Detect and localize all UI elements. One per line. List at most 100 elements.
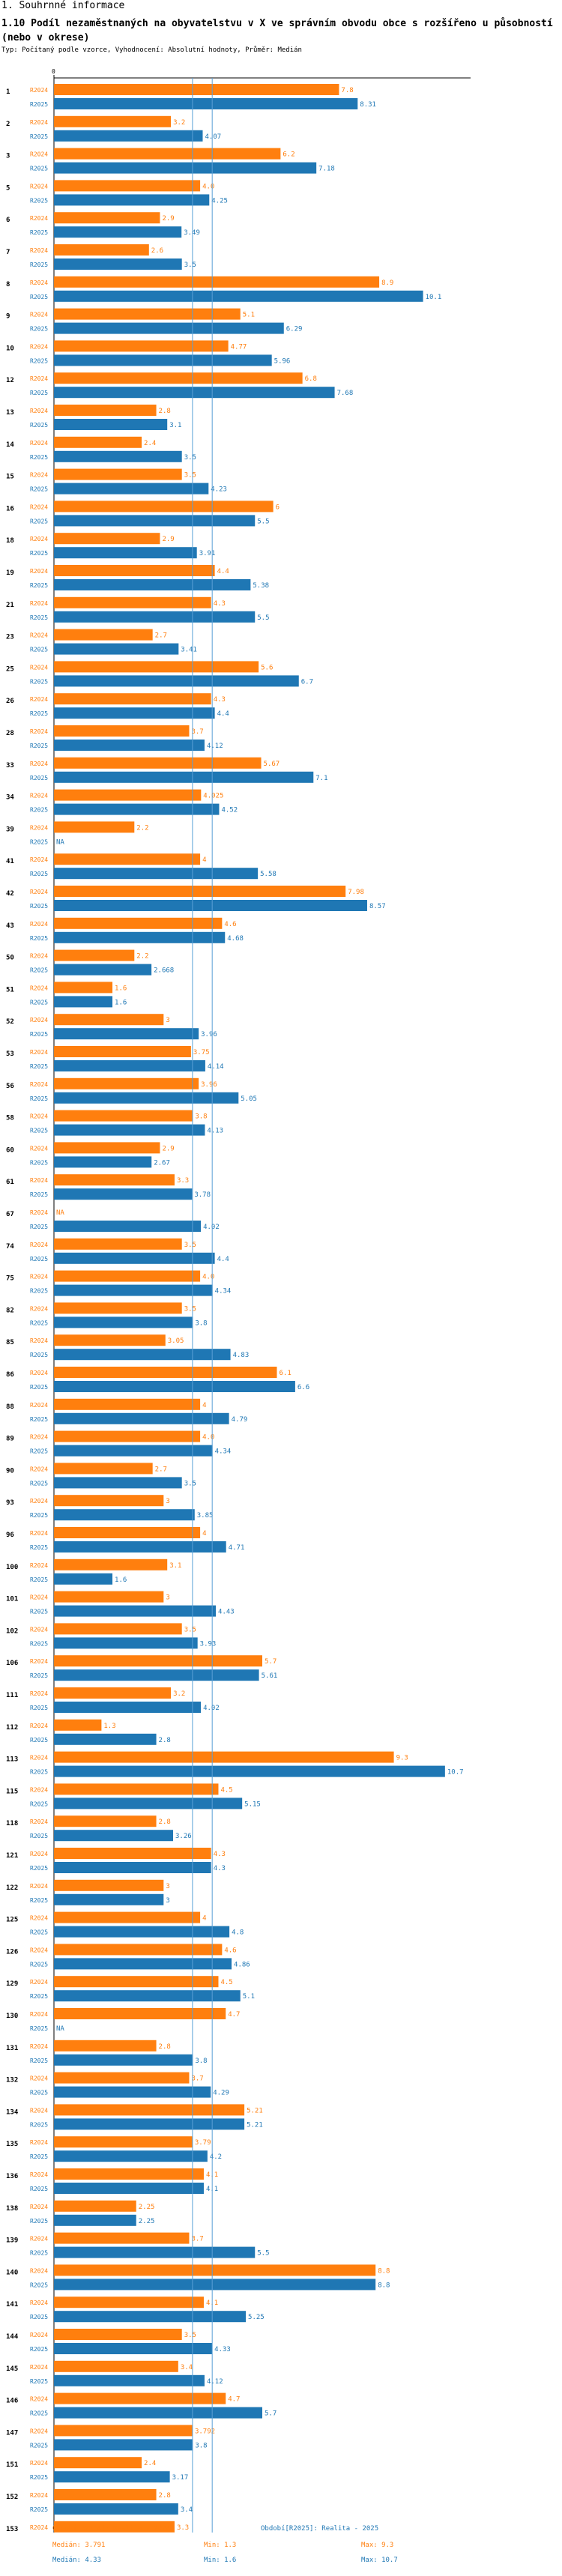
value-label-r2025-129: 5.1 (243, 1993, 255, 2001)
series-label-r2024: R2024 (30, 889, 48, 895)
value-label-r2024-130: 4.7 (228, 2011, 240, 2019)
category-label-96: 96 (6, 1532, 14, 1539)
value-label-r2024-18: 2.9 (162, 536, 174, 543)
series-label-r2025: R2025 (30, 743, 48, 749)
series-label-r2024: R2024 (30, 1947, 48, 1953)
bar-r2025-51 (54, 996, 113, 1008)
category-label-56: 56 (6, 1083, 14, 1090)
bar-r2025-8 (54, 290, 423, 302)
category-label-26: 26 (6, 698, 14, 705)
category-label-51: 51 (6, 986, 14, 994)
bar-r2025-152 (54, 2503, 178, 2515)
bar-r2024-122 (54, 1879, 164, 1891)
series-label-r2024: R2024 (30, 1594, 48, 1601)
legend-r2025-min: Min: 1.6 (204, 2557, 237, 2564)
series-label-r2025: R2025 (30, 1319, 48, 1326)
category-label-50: 50 (6, 955, 14, 962)
series-label-r2025: R2025 (30, 775, 48, 781)
category-label-67: 67 (6, 1211, 14, 1218)
category-label-151: 151 (6, 2461, 18, 2469)
series-label-r2025: R2025 (30, 2410, 48, 2417)
bar-r2024-115 (54, 1783, 219, 1795)
series-label-r2025: R2025 (30, 518, 48, 524)
value-label-r2025-25: 6.7 (301, 678, 313, 686)
bar-r2024-8 (54, 276, 380, 288)
series-label-r2024: R2024 (30, 1786, 48, 1793)
category-label-140: 140 (6, 2269, 18, 2276)
value-label-r2025-6: 3.49 (184, 229, 200, 237)
series-label-r2025: R2025 (30, 1128, 48, 1134)
value-label-r2024-2: 3.2 (173, 119, 185, 127)
bar-r2024-86 (54, 1367, 277, 1378)
series-label-r2025: R2025 (30, 1865, 48, 1872)
series-label-r2025: R2025 (30, 807, 48, 814)
category-label-25: 25 (6, 665, 14, 673)
value-label-r2024-152: 2.8 (159, 2492, 171, 2500)
category-label-153: 153 (6, 2526, 18, 2533)
bar-r2024-131 (54, 2040, 157, 2052)
series-label-r2025: R2025 (30, 2058, 48, 2064)
value-label-r2024-96: 4 (202, 1530, 206, 1538)
bar-r2025-111 (54, 1702, 202, 1713)
category-label-8: 8 (6, 281, 10, 288)
value-label-r2025-8: 10.1 (426, 294, 442, 301)
value-label-r2025-100: 1.6 (115, 1576, 127, 1584)
bar-r2025-14 (54, 450, 182, 462)
value-label-r2024-90: 2.7 (155, 1466, 167, 1473)
value-label-r2025-126: 4.86 (234, 1961, 250, 1968)
series-label-r2024: R2024 (30, 696, 48, 703)
bar-r2025-18 (54, 547, 197, 559)
category-label-75: 75 (6, 1275, 14, 1283)
series-label-r2024: R2024 (30, 2171, 48, 2178)
series-label-r2024: R2024 (30, 1626, 48, 1633)
bar-r2025-86 (54, 1381, 295, 1392)
series-label-r2025: R2025 (30, 1384, 48, 1391)
series-label-r2025: R2025 (30, 2282, 48, 2288)
series-label-r2024: R2024 (30, 1274, 48, 1281)
series-label-r2024: R2024 (30, 87, 48, 94)
value-label-r2025-75: 4.34 (215, 1288, 232, 1295)
bar-r2025-146 (54, 2407, 262, 2419)
bar-r2024-15 (54, 468, 182, 480)
value-label-r2024-151: 2.4 (144, 2460, 156, 2467)
bar-r2025-74 (54, 1252, 215, 1264)
series-label-r2024: R2024 (30, 1915, 48, 1922)
category-label-85: 85 (6, 1339, 14, 1346)
series-label-r2025: R2025 (30, 1833, 48, 1839)
series-label-r2024: R2024 (30, 119, 48, 126)
series-label-r2024: R2024 (30, 824, 48, 831)
category-label-82: 82 (6, 1307, 14, 1314)
series-label-r2025: R2025 (30, 1897, 48, 1904)
series-label-r2024: R2024 (30, 2524, 48, 2531)
series-label-r2024: R2024 (30, 151, 48, 158)
value-label-r2025-3: 7.18 (318, 166, 335, 173)
series-label-r2024: R2024 (30, 2043, 48, 2050)
category-label-111: 111 (6, 1692, 18, 1699)
series-label-r2025: R2025 (30, 1352, 48, 1358)
bar-r2025-21 (54, 611, 256, 623)
series-label-r2024: R2024 (30, 1242, 48, 1248)
bar-r2025-6 (54, 226, 182, 238)
series-label-r2025: R2025 (30, 967, 48, 974)
value-label-r2024-43: 4.6 (224, 921, 236, 928)
series-label-r2025: R2025 (30, 582, 48, 589)
series-label-r2025: R2025 (30, 1512, 48, 1519)
series-label-r2025: R2025 (30, 486, 48, 493)
series-label-r2025: R2025 (30, 2474, 48, 2481)
value-label-r2024-121: 4.3 (214, 1851, 226, 1858)
bar-r2024-51 (54, 982, 113, 994)
value-label-r2024-125: 4 (202, 1915, 206, 1923)
series-label-r2024: R2024 (30, 1209, 48, 1216)
series-label-r2024: R2024 (30, 408, 48, 414)
category-label-90: 90 (6, 1467, 14, 1475)
bar-r2025-101 (54, 1605, 217, 1617)
series-label-r2024: R2024 (30, 2011, 48, 2018)
category-label-41: 41 (6, 858, 14, 865)
value-label-r2025-106: 5.61 (262, 1672, 278, 1680)
bar-r2025-89 (54, 1445, 213, 1457)
category-label-131: 131 (6, 2045, 18, 2052)
legend-r2025-name: Období[R2025]: Realita - 2025 (261, 2525, 379, 2533)
series-label-r2024: R2024 (30, 2428, 48, 2434)
bar-r2025-67 (54, 1221, 202, 1232)
